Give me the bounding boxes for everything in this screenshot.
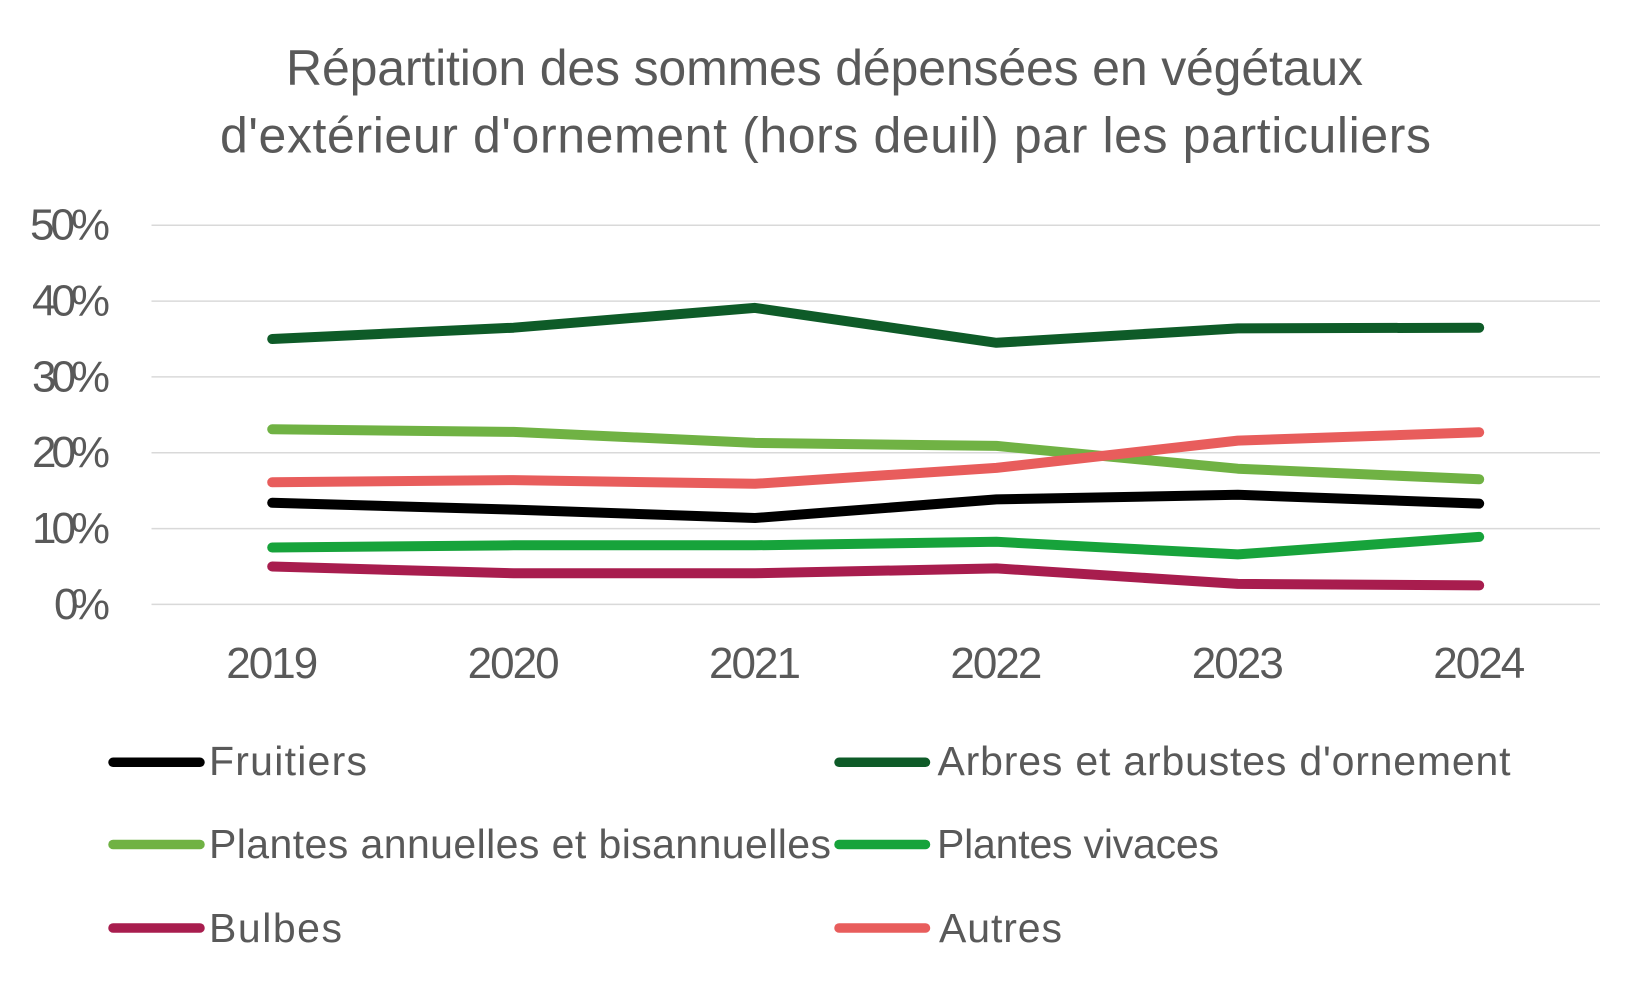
svg-text:Répartition des sommes dépensé: Répartition des sommes dépensées en végé… (286, 40, 1363, 96)
svg-text:10%: 10% (32, 504, 110, 553)
svg-text:Plantes vivaces: Plantes vivaces (937, 821, 1219, 867)
svg-text:0%: 0% (54, 580, 110, 629)
svg-text:50%: 50% (30, 201, 110, 250)
svg-text:Plantes annuelles et bisannuel: Plantes annuelles et bisannuelles (209, 821, 831, 867)
svg-text:Bulbes: Bulbes (209, 905, 342, 951)
svg-text:Fruitiers: Fruitiers (209, 738, 367, 784)
svg-text:Autres: Autres (939, 905, 1062, 951)
svg-text:d'extérieur d'ornement (hors d: d'extérieur d'ornement (hors deuil) par … (220, 108, 1431, 164)
svg-text:2021: 2021 (709, 639, 801, 688)
svg-text:2020: 2020 (468, 639, 560, 688)
svg-text:30%: 30% (32, 352, 110, 401)
svg-text:40%: 40% (32, 277, 110, 326)
svg-text:2022: 2022 (950, 639, 1042, 688)
svg-text:2024: 2024 (1433, 639, 1525, 688)
svg-text:2023: 2023 (1192, 639, 1284, 688)
svg-text:2019: 2019 (226, 639, 318, 688)
svg-text:20%: 20% (32, 428, 110, 477)
svg-text:Arbres et arbustes d'ornement: Arbres et arbustes d'ornement (938, 738, 1512, 784)
